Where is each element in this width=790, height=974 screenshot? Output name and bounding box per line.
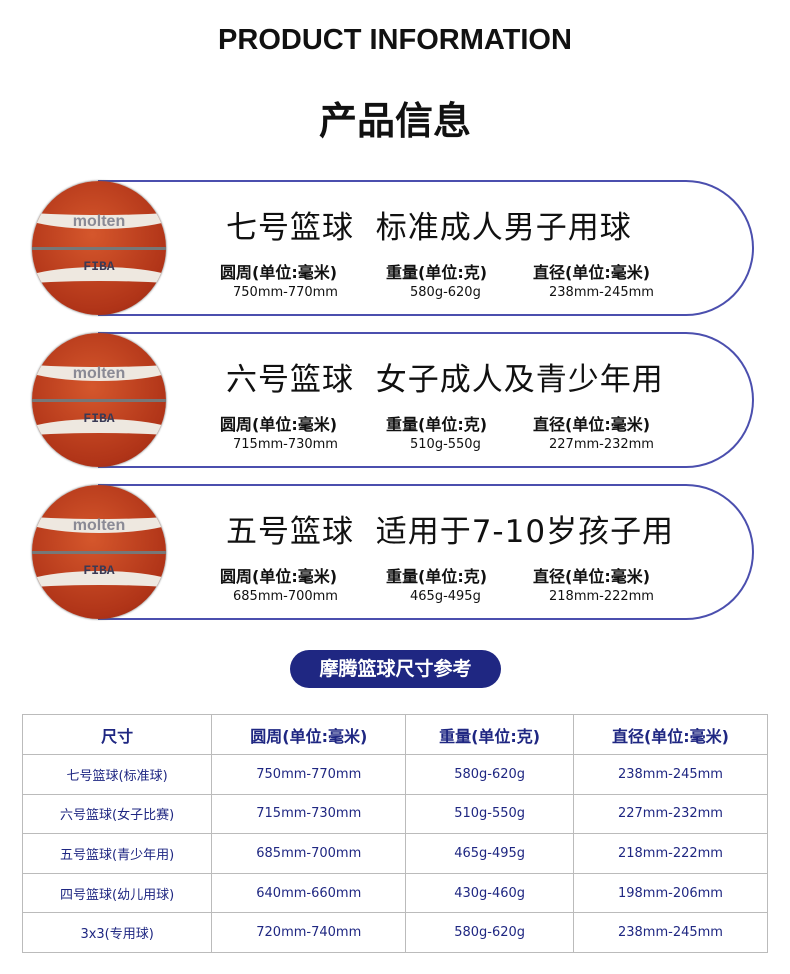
table-cell: 六号篮球(女子比赛): [21, 793, 213, 835]
basketball-image: molten FIBA: [32, 333, 166, 467]
table-cell: 640mm-660mm: [211, 872, 407, 914]
spec-label: 圆周(单位:毫米): [220, 567, 338, 586]
table-cell: 580g-620g: [405, 754, 574, 795]
card-title: 六号篮球 女子成人及青少年用: [226, 362, 664, 398]
column-header: 重量(单位:克): [405, 714, 574, 755]
table-cell: 四号篮球(幼儿用球): [21, 872, 213, 914]
spec-value: 685mm-700mm: [233, 589, 338, 604]
spec-label: 重量(单位:克): [386, 415, 488, 434]
spec-label: 重量(单位:克): [386, 567, 488, 586]
table-row: 七号篮球(标准球) 750mm-770mm 580g-620g 238mm-245mm: [21, 754, 769, 795]
spec-value: 715mm-730mm: [233, 437, 338, 452]
column-header: 直径(单位:毫米): [572, 714, 769, 755]
table-cell: 218mm-222mm: [572, 833, 769, 874]
spec-value: 238mm-245mm: [549, 285, 654, 300]
table-cell: 750mm-770mm: [211, 754, 407, 795]
table-row: 六号篮球(女子比赛) 715mm-730mm 510g-550g 227mm-232m…: [21, 793, 769, 835]
table-cell: 227mm-232mm: [572, 793, 769, 835]
table-cell: 685mm-700mm: [211, 833, 407, 874]
basketball-image: molten FIBA: [32, 485, 166, 619]
product-card: [98, 180, 754, 316]
size-table: 尺寸 圆周(单位:毫米) 重量(单位:克) 直径(单位:毫米) 七号篮球(标准球) 75…: [21, 714, 769, 953]
card-title: 七号篮球 标准成人男子用球: [226, 210, 632, 246]
spec-label: 直径(单位:毫米): [533, 567, 651, 586]
column-header: 尺寸: [21, 714, 213, 755]
table-row: 3x3(专用球) 720mm-740mm 580g-620g 238mm-245mm: [21, 912, 769, 953]
spec-label: 直径(单位:毫米): [533, 415, 651, 434]
table-cell: 五号篮球(青少年用): [21, 833, 213, 874]
spec-label: 直径(单位:毫米): [533, 263, 651, 282]
spec-value: 218mm-222mm: [549, 589, 654, 604]
table-row: 四号篮球(幼儿用球) 640mm-660mm 430g-460g 198mm-206m…: [21, 872, 769, 914]
table-cell: 465g-495g: [405, 833, 574, 874]
spec-value: 465g-495g: [410, 589, 481, 604]
table-cell: 198mm-206mm: [572, 872, 769, 914]
table-cell: 715mm-730mm: [211, 793, 407, 835]
table-cell: 238mm-245mm: [572, 912, 769, 953]
card-title: 五号篮球 适用于7-10岁孩子用: [226, 514, 675, 550]
spec-value: 227mm-232mm: [549, 437, 654, 452]
english-title: PRODUCT INFORMATION: [218, 24, 572, 56]
spec-label: 圆周(单位:毫米): [220, 263, 338, 282]
product-card: [98, 332, 754, 468]
table-cell: 238mm-245mm: [572, 754, 769, 795]
spec-label: 重量(单位:克): [386, 263, 488, 282]
table-cell: 3x3(专用球): [21, 912, 213, 953]
table-cell: 720mm-740mm: [211, 912, 407, 953]
table-cell: 七号篮球(标准球): [21, 754, 213, 795]
section-title: 摩腾篮球尺寸参考: [290, 650, 501, 688]
product-card: [98, 484, 754, 620]
chinese-title: 产品信息: [318, 99, 471, 143]
spec-value: 750mm-770mm: [233, 285, 338, 300]
table-cell: 430g-460g: [405, 872, 574, 914]
column-header: 圆周(单位:毫米): [211, 714, 407, 755]
spec-label: 圆周(单位:毫米): [220, 415, 338, 434]
table-row: 五号篮球(青少年用) 685mm-700mm 465g-495g 218mm-222m…: [21, 833, 769, 874]
table-cell: 580g-620g: [405, 912, 574, 953]
spec-value: 580g-620g: [410, 285, 481, 300]
basketball-image: molten FIBA: [32, 181, 166, 315]
table-cell: 510g-550g: [405, 793, 574, 835]
spec-value: 510g-550g: [410, 437, 481, 452]
